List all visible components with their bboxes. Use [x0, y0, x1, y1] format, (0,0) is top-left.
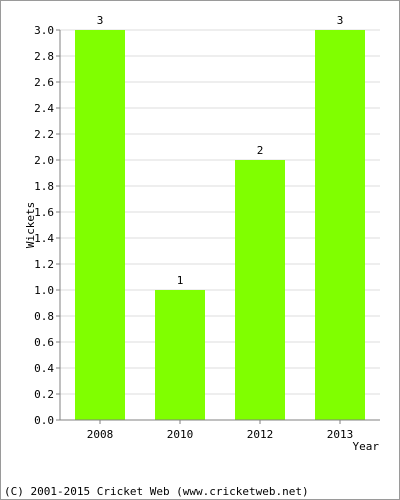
x-tick-labels: 2008 2010 2012 2013 [87, 428, 354, 441]
x-tick-label: 2010 [167, 428, 194, 441]
data-label: 2 [257, 144, 264, 157]
y-tick-label: 1.4 [34, 232, 54, 245]
bar-2008 [75, 30, 125, 420]
y-tick-label: 2.2 [34, 128, 54, 141]
y-tick-label: 2.4 [34, 102, 54, 115]
y-tick-label: 2.0 [34, 154, 54, 167]
y-axis-label: Wickets [24, 202, 37, 248]
y-tick-labels: 0.0 0.2 0.4 0.6 0.8 1.0 1.2 1.4 1.6 1.8 2.0 2.2 2.4 2… [34, 24, 54, 427]
y-tick-label: 1.2 [34, 258, 54, 271]
bars [75, 30, 365, 420]
x-tick-label: 2013 [327, 428, 354, 441]
bar-2013 [315, 30, 365, 420]
x-tick-label: 2012 [247, 428, 274, 441]
bar-2010 [155, 290, 205, 420]
data-labels: 3 1 2 3 [97, 14, 344, 287]
y-tick-label: 0.0 [34, 414, 54, 427]
data-label: 3 [337, 14, 344, 27]
y-tick-label: 1.8 [34, 180, 54, 193]
y-tick-label: 1.0 [34, 284, 54, 297]
y-tick-label: 3.0 [34, 24, 54, 37]
data-label: 1 [177, 274, 184, 287]
y-tick-label: 0.2 [34, 388, 54, 401]
copyright-footer: (C) 2001-2015 Cricket Web (www.cricketwe… [4, 485, 309, 498]
data-label: 3 [97, 14, 104, 27]
x-axis-label: Year [353, 440, 380, 453]
y-tick-label: 0.4 [34, 362, 54, 375]
y-tick-label: 1.6 [34, 206, 54, 219]
x-tick-label: 2008 [87, 428, 114, 441]
y-tick-label: 2.8 [34, 50, 54, 63]
bar-2012 [235, 160, 285, 420]
y-tick-label: 2.6 [34, 76, 54, 89]
y-tick-label: 0.6 [34, 336, 54, 349]
axes [56, 29, 380, 424]
y-tick-label: 0.8 [34, 310, 54, 323]
